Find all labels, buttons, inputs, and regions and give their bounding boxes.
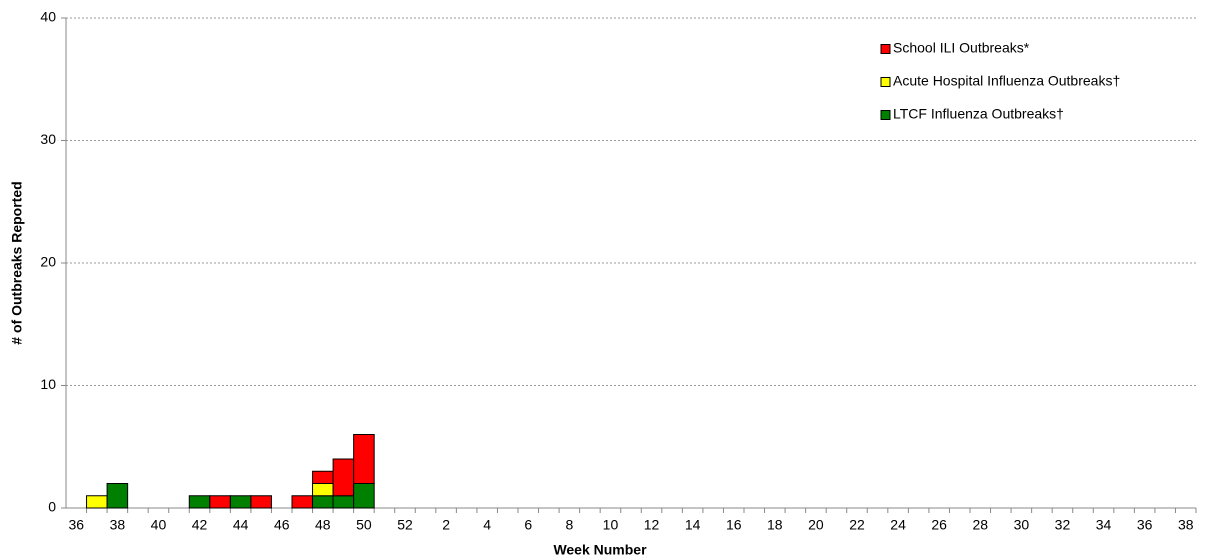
bar-segment: [291, 495, 314, 509]
x-tick-label: 50: [356, 517, 372, 533]
bar-segment: [209, 495, 231, 509]
x-tick-label: 30: [1014, 517, 1030, 533]
x-tick-label: 22: [849, 517, 865, 533]
x-tick-label: 28: [972, 517, 988, 533]
x-tick-label: 14: [685, 517, 701, 533]
legend-swatch: [880, 77, 891, 87]
x-tick-label: 12: [644, 517, 660, 533]
y-tick-label: 40: [40, 9, 56, 25]
x-tick-label: 36: [1137, 517, 1153, 533]
bar-segment: [312, 483, 334, 497]
x-tick-label: 38: [1178, 517, 1194, 533]
legend-label: School ILI Outbreaks*: [893, 40, 1030, 56]
bar-segment: [353, 483, 375, 509]
bar-segment: [332, 495, 355, 509]
x-tick-label: 32: [1055, 517, 1071, 533]
y-axis-label: # of Outbreaks Reported: [9, 181, 25, 344]
x-tick-label: 40: [151, 517, 167, 533]
x-tick-label: 24: [890, 517, 906, 533]
x-tick-label: 10: [603, 517, 619, 533]
y-tick-label: 10: [40, 376, 56, 392]
bar-segment: [332, 458, 355, 497]
x-tick-label: 2: [442, 517, 450, 533]
x-tick-label: 34: [1096, 517, 1112, 533]
y-tick-label: 30: [40, 131, 56, 147]
x-tick-label: 38: [110, 517, 126, 533]
x-tick-label: 48: [315, 517, 331, 533]
x-tick-label: 42: [192, 517, 208, 533]
bar-segment: [106, 483, 129, 509]
legend-swatch: [880, 110, 891, 120]
x-tick-label: 8: [565, 517, 573, 533]
x-tick-label: 20: [808, 517, 824, 533]
y-tick-label: 20: [40, 254, 56, 270]
x-tick-label: 26: [931, 517, 947, 533]
x-tick-label: 36: [68, 517, 84, 533]
x-tick-label: 16: [726, 517, 742, 533]
x-tick-label: 4: [483, 517, 491, 533]
legend-label: Acute Hospital Influenza Outbreaks†: [893, 73, 1120, 89]
x-tick-label: 6: [524, 517, 532, 533]
legend-swatch: [880, 44, 891, 54]
x-tick-label: 44: [233, 517, 249, 533]
bar-segment: [188, 495, 211, 509]
x-tick-label: 46: [274, 517, 290, 533]
bar-segment: [229, 495, 252, 509]
y-tick-label: 0: [48, 499, 56, 515]
bar-segment: [86, 495, 108, 509]
bar-segment: [312, 470, 334, 484]
x-tick-label: 52: [397, 517, 413, 533]
x-tick-label: 18: [767, 517, 783, 533]
bar-segment: [353, 434, 375, 484]
bar-segment: [250, 495, 272, 509]
bar-segment: [312, 495, 334, 509]
legend-label: LTCF Influenza Outbreaks†: [893, 106, 1064, 122]
x-axis-label: Week Number: [553, 542, 647, 558]
